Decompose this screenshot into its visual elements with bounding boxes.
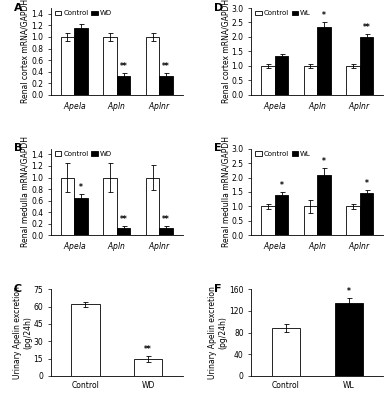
Bar [317,27,331,95]
Bar [304,66,317,95]
Bar [272,328,300,376]
Bar [61,37,74,95]
Y-axis label: Renal medulla mRNA/GAPDH: Renal medulla mRNA/GAPDH [221,136,230,248]
Bar [159,76,173,95]
Text: C: C [14,284,22,294]
Text: E: E [214,143,222,153]
Text: *: * [322,157,326,166]
Bar [317,175,331,235]
Text: *: * [365,179,369,188]
Bar [261,206,275,235]
Bar [346,206,360,235]
Bar [146,178,159,235]
Y-axis label: Renal cortex mRNA/GAPDH: Renal cortex mRNA/GAPDH [21,0,30,104]
Text: *: * [347,287,351,296]
Text: *: * [322,11,326,20]
Y-axis label: Renal cortex mRNA/GAPDH: Renal cortex mRNA/GAPDH [221,0,230,104]
Text: D: D [214,3,224,13]
Bar [61,178,74,235]
Text: A: A [14,3,23,13]
Bar [275,56,288,95]
Y-axis label: Renal medulla mRNA/GAPDH: Renal medulla mRNA/GAPDH [21,136,30,248]
Y-axis label: Urinary Apelin excretion
(pg/24h): Urinary Apelin excretion (pg/24h) [13,286,32,379]
Bar [103,37,117,95]
Bar [335,303,363,376]
Text: F: F [214,284,222,294]
Bar [134,359,162,376]
Legend: Control, WD: Control, WD [54,150,113,158]
Text: **: ** [162,62,170,71]
Bar [159,228,173,235]
Text: **: ** [120,62,127,71]
Bar [275,196,288,235]
Text: *: * [79,183,83,192]
Bar [74,198,88,235]
Legend: Control, WD: Control, WD [54,10,113,17]
Bar [117,76,130,95]
Text: **: ** [144,344,152,354]
Bar [304,206,317,235]
Text: **: ** [363,23,370,32]
Bar [103,178,117,235]
Legend: Control, WL: Control, WL [255,10,312,17]
Bar [71,304,99,376]
Legend: Control, WL: Control, WL [255,150,312,158]
Bar [346,66,360,95]
Bar [146,37,159,95]
Bar [74,28,88,95]
Text: *: * [280,181,283,190]
Bar [360,194,373,235]
Bar [117,228,130,235]
Text: **: ** [120,215,127,224]
Bar [261,66,275,95]
Text: **: ** [162,215,170,224]
Bar [360,37,373,95]
Y-axis label: Urinary Apelin excretion
(pg/24h): Urinary Apelin excretion (pg/24h) [208,286,228,379]
Text: B: B [14,143,22,153]
